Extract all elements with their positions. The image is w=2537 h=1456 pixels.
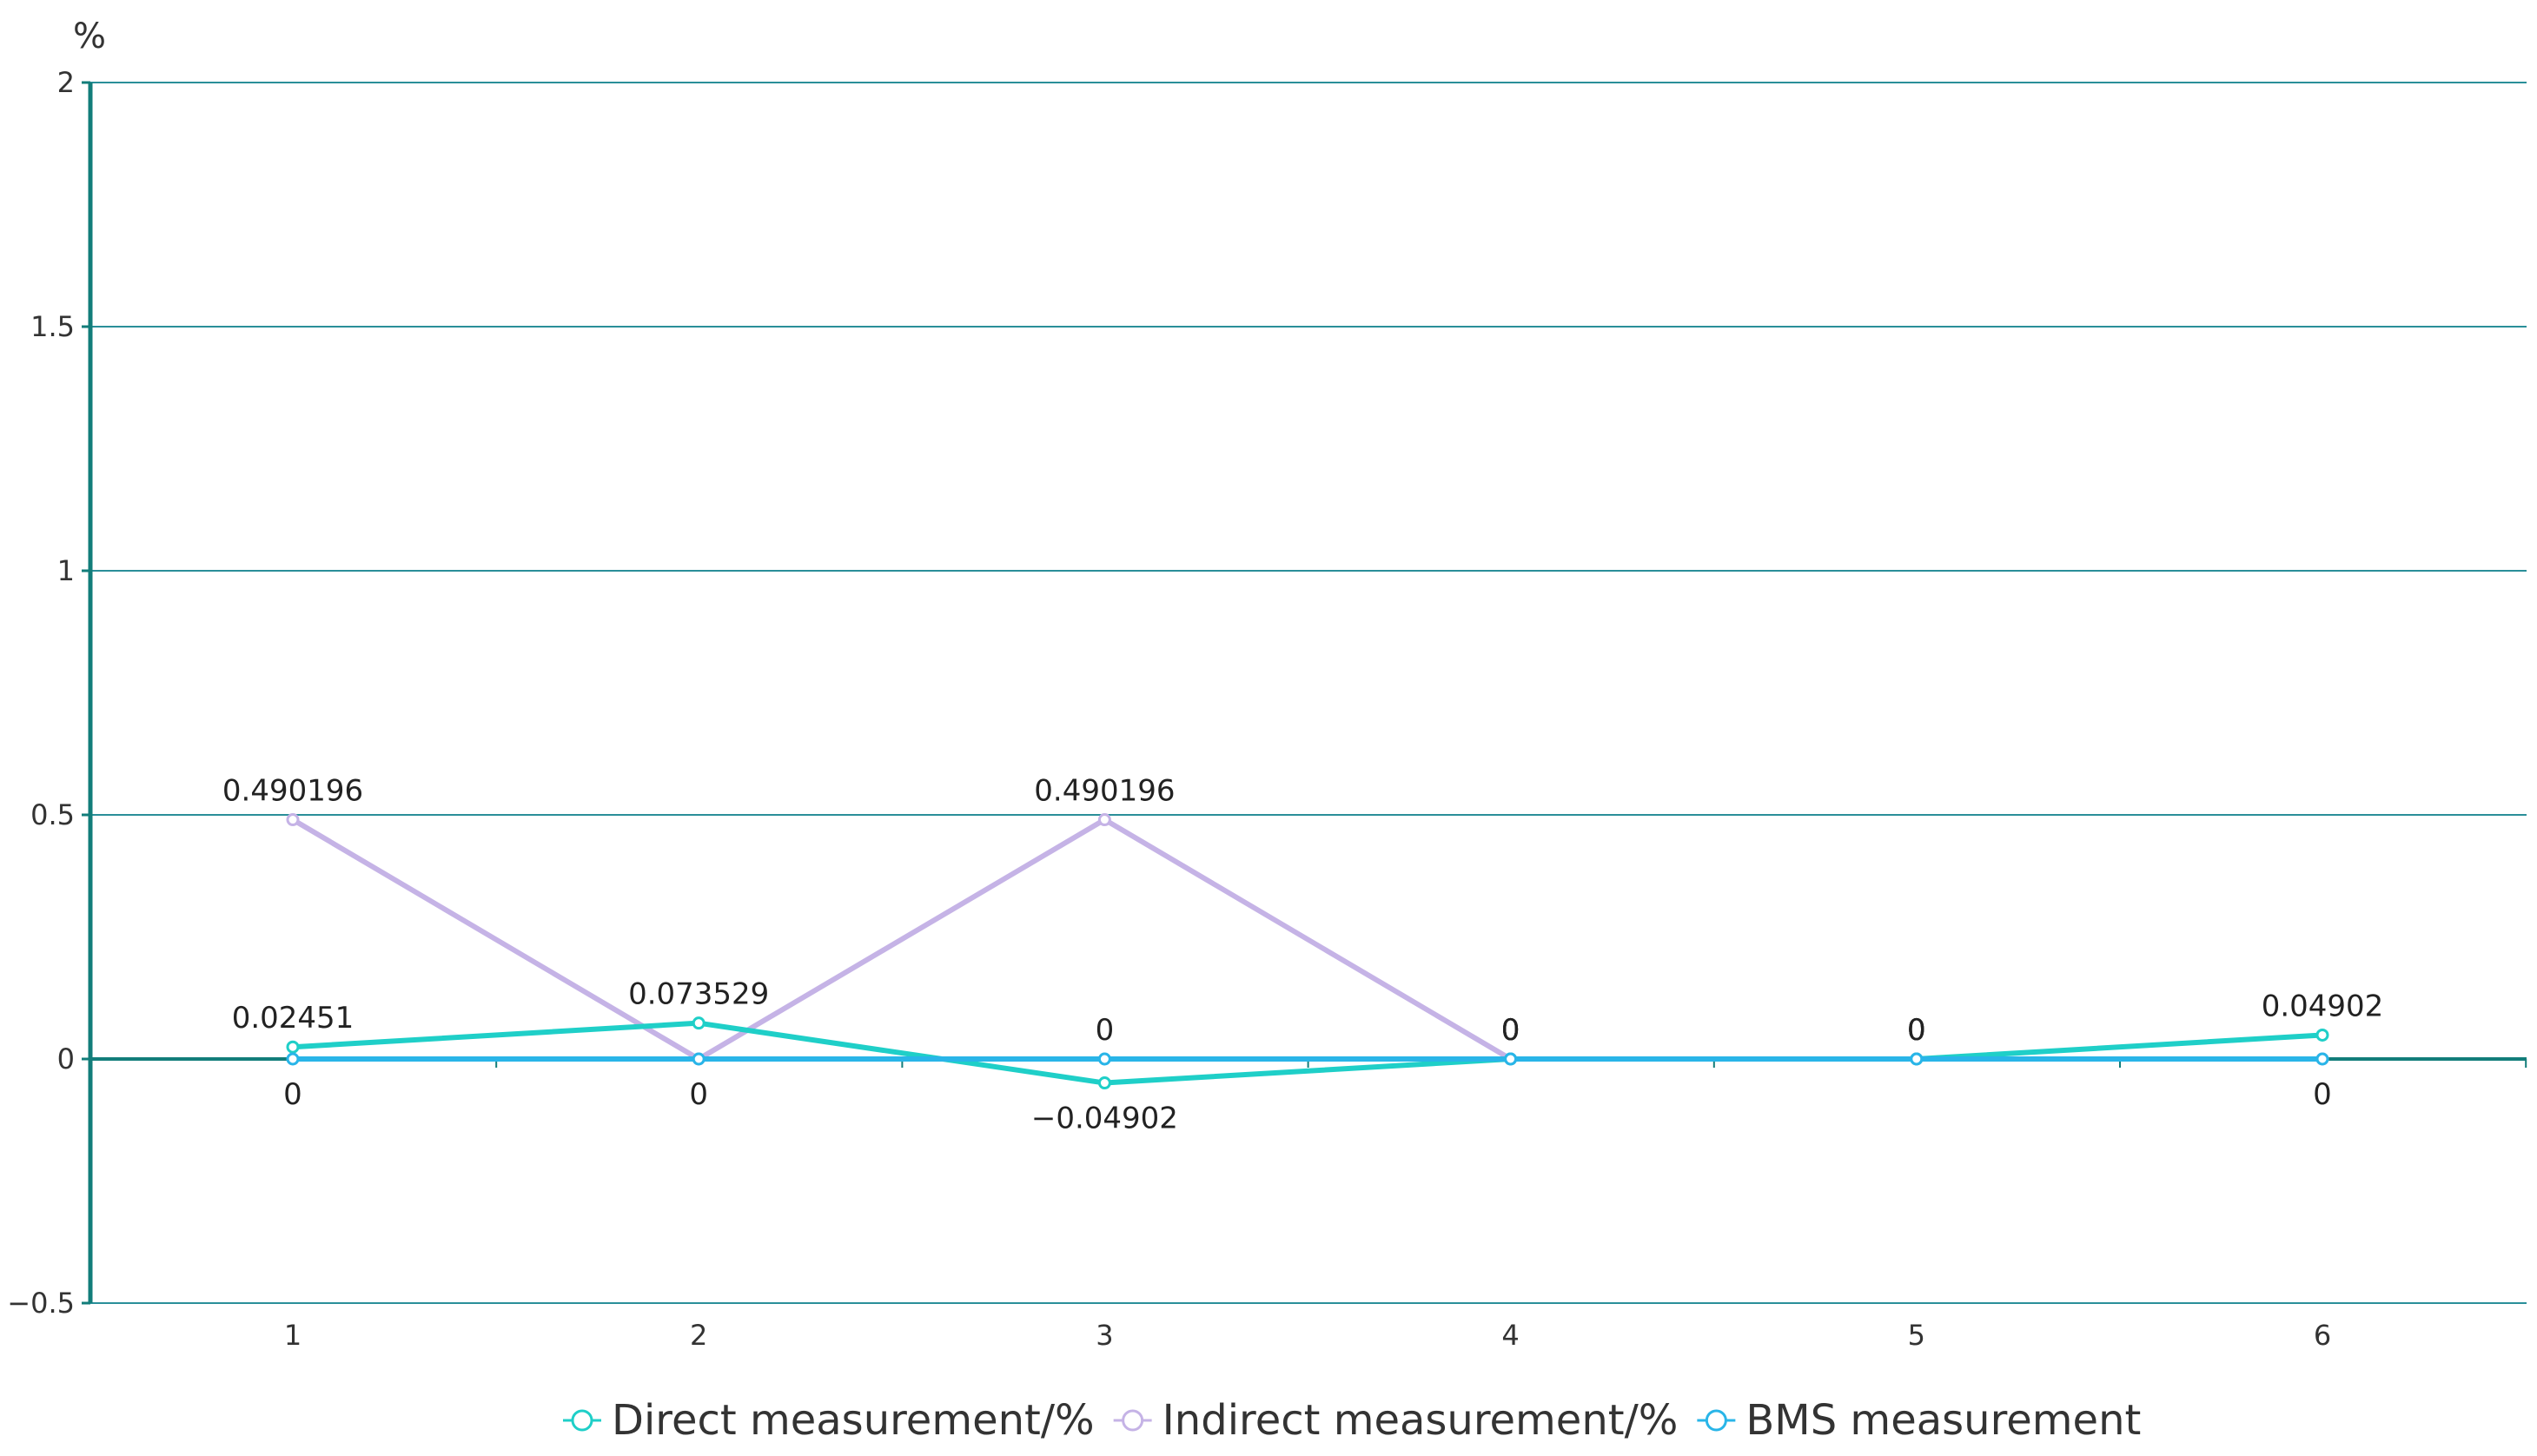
data-point bbox=[692, 1052, 705, 1066]
y-tick-label: 0 bbox=[57, 1042, 75, 1075]
grid-lines bbox=[90, 82, 2527, 1304]
data-point bbox=[1097, 813, 1111, 827]
legend-label: BMS measurement bbox=[1745, 1396, 2141, 1445]
y-unit-label: % bbox=[73, 17, 106, 56]
data-point bbox=[2315, 1028, 2329, 1042]
data-labels: 0.02451 0.073529 −0.04902 0 0 0.04902 0.490196… bbox=[222, 774, 2383, 1136]
x-tick-label: 3 bbox=[1096, 1319, 1113, 1352]
data-label: 0.490196 bbox=[222, 774, 363, 809]
y-tick-label: 1 bbox=[57, 554, 75, 587]
data-point bbox=[286, 1052, 300, 1066]
data-label: 0 bbox=[1907, 1013, 1926, 1048]
y-tick-label: 2 bbox=[57, 66, 75, 99]
data-point bbox=[1097, 1052, 1111, 1066]
data-label: 0.02451 bbox=[232, 1001, 354, 1036]
x-tick-label: 5 bbox=[1908, 1319, 1925, 1352]
data-label: 0 bbox=[1501, 1013, 1520, 1048]
data-label: 0.04902 bbox=[2262, 989, 2384, 1023]
data-label: 0 bbox=[1096, 1013, 1115, 1048]
data-label: 0 bbox=[1907, 1013, 1926, 1048]
series-lines bbox=[286, 813, 2329, 1090]
axes: −0.5 0 0.5 1 1.5 2 1 2 3 4 5 6% bbox=[7, 17, 2527, 1352]
legend-label: Indirect measurement/% bbox=[1163, 1396, 1679, 1445]
data-point bbox=[1097, 1076, 1111, 1090]
data-label: 0.073529 bbox=[628, 977, 769, 1012]
data-label: 0.490196 bbox=[1034, 774, 1175, 809]
x-tick-label: 6 bbox=[2314, 1319, 2331, 1352]
data-point bbox=[2315, 1052, 2329, 1066]
x-tick-label: 4 bbox=[1501, 1319, 1519, 1352]
data-point bbox=[692, 1016, 705, 1030]
data-label: 0 bbox=[283, 1077, 302, 1112]
x-tick-label: 1 bbox=[284, 1319, 301, 1352]
legend-swatch-marker bbox=[1705, 1409, 1727, 1432]
data-label: 0 bbox=[1907, 1013, 1926, 1048]
y-tick-label: 1.5 bbox=[30, 310, 75, 343]
legend-item-3[interactable]: BMS measurement bbox=[1697, 1396, 2141, 1445]
legend-item-1[interactable]: Direct measurement/% bbox=[563, 1396, 1095, 1445]
data-label: 0 bbox=[2313, 1077, 2332, 1112]
series-line-1 bbox=[290, 1020, 2325, 1086]
data-point bbox=[1504, 1052, 1518, 1066]
x-tick-label: 2 bbox=[690, 1319, 707, 1352]
data-label: 0 bbox=[1501, 1013, 1520, 1048]
series-line-2 bbox=[290, 817, 2325, 1062]
legend-label: Direct measurement/% bbox=[612, 1396, 1095, 1445]
data-point bbox=[286, 813, 300, 827]
data-label: −0.04902 bbox=[1031, 1102, 1178, 1136]
legend-swatch-marker bbox=[571, 1409, 593, 1432]
data-point bbox=[1910, 1052, 1924, 1066]
legend-item-2[interactable]: Indirect measurement/% bbox=[1113, 1396, 1679, 1445]
legend: Direct measurement/% Indirect measurement… bbox=[563, 1396, 2141, 1445]
legend-swatch-marker bbox=[1122, 1409, 1144, 1432]
data-label: 0 bbox=[1501, 1013, 1520, 1048]
y-tick-label: −0.5 bbox=[7, 1287, 75, 1320]
y-tick-label: 0.5 bbox=[30, 798, 75, 831]
data-point bbox=[286, 1040, 300, 1054]
data-label: 0 bbox=[689, 1077, 708, 1112]
